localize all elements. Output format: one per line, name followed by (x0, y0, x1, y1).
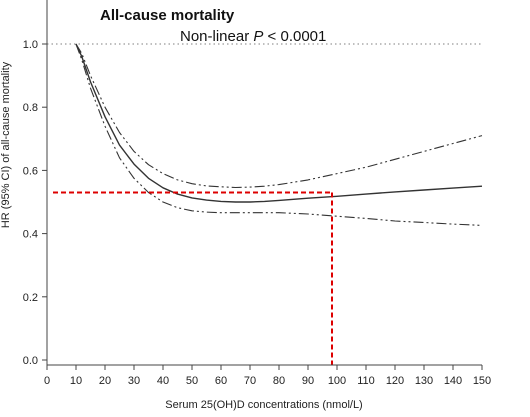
y-axis-ticks: 0.0 0.2 0.4 0.6 0.8 1.0 (23, 39, 47, 367)
lower-ci-curve (75, 43, 483, 226)
x-tick-label: 50 (186, 375, 198, 387)
x-tick-label: 110 (357, 375, 375, 387)
chart-title: All-cause mortality (100, 7, 235, 24)
x-tick-label: 60 (215, 375, 227, 387)
x-tick-label: 20 (99, 375, 111, 387)
x-tick-label: 30 (128, 375, 140, 387)
y-tick-label: 1.0 (23, 39, 38, 51)
y-axis-label: HR (95% CI) of all-cause mortality (0, 61, 12, 228)
x-tick-label: 120 (386, 375, 404, 387)
y-tick-label: 0.0 (23, 355, 38, 367)
x-tick-label: 70 (244, 375, 256, 387)
x-tick-label: 0 (44, 375, 50, 387)
x-tick-label: 100 (328, 375, 346, 387)
x-tick-label: 80 (273, 375, 285, 387)
x-axis-label: Serum 25(OH)D concentrations (nmol/L) (165, 399, 362, 411)
y-tick-label: 0.8 (23, 102, 38, 114)
x-tick-label: 10 (70, 375, 82, 387)
y-tick-label: 0.2 (23, 292, 38, 304)
x-tick-label: 150 (473, 375, 491, 387)
chart-subtitle: Non-linear P < 0.0001 (180, 28, 326, 45)
plot-area (47, 43, 483, 365)
x-tick-label: 90 (302, 375, 314, 387)
x-tick-label: 140 (444, 375, 462, 387)
upper-ci-curve (75, 43, 483, 189)
x-tick-label: 130 (415, 375, 433, 387)
y-tick-label: 0.6 (23, 165, 38, 177)
y-tick-label: 0.4 (23, 229, 38, 241)
x-axis-ticks: 0 10 20 30 40 50 60 70 80 90 100 110 120 130 140 150 (44, 365, 491, 387)
x-tick-label: 40 (157, 375, 169, 387)
hr-curve (75, 43, 483, 203)
